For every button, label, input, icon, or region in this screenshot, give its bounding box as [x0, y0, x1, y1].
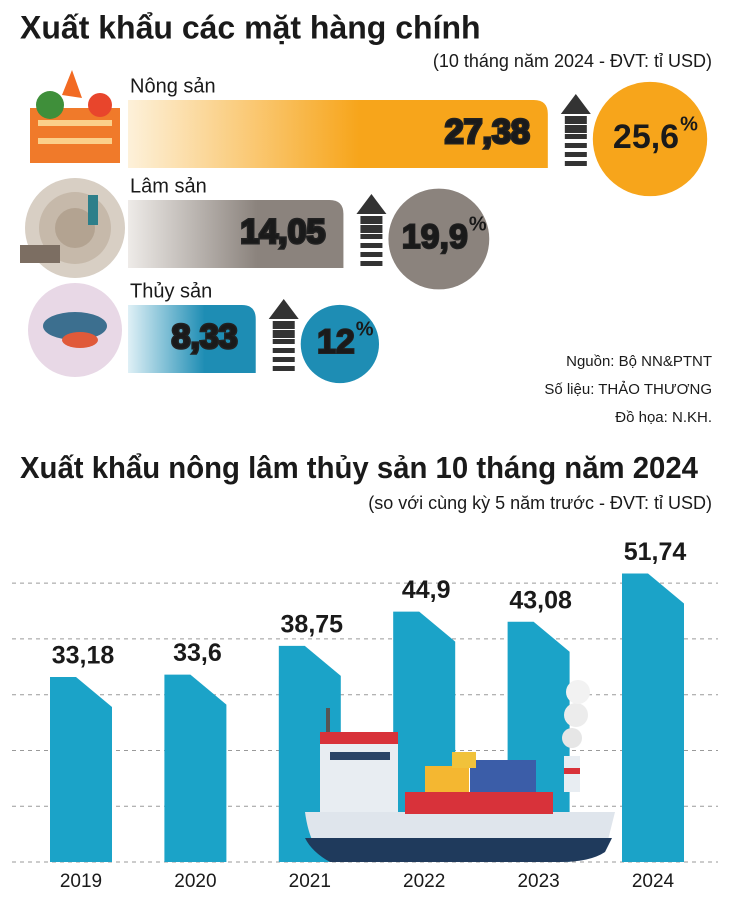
category-label: Nông sản — [130, 75, 216, 97]
bar — [164, 674, 227, 862]
arrow-stripe — [360, 225, 383, 233]
value-label: 33,18 — [52, 642, 115, 670]
title: Xuất khẩu các mặt hàng chính — [20, 9, 481, 45]
x-tick-label: 2023 — [517, 871, 559, 892]
value-label: 14,05 — [240, 213, 325, 251]
title: Xuất khẩu nông lâm thủy sản 10 tháng năm… — [20, 450, 699, 485]
bar — [128, 100, 548, 168]
arrow-stripe — [272, 339, 295, 344]
subtitle: (10 tháng năm 2024 - ĐVT: tỉ USD) — [433, 51, 712, 71]
arrow-stripe — [564, 134, 587, 139]
arrow — [268, 299, 299, 319]
growth-circle — [300, 304, 380, 384]
growth-label: 19,9 — [402, 218, 468, 256]
arrow-stripe — [360, 261, 383, 266]
value-label: 27,38 — [445, 113, 530, 151]
arrow-stripe — [564, 116, 587, 124]
value-label: 51,74 — [624, 538, 687, 566]
x-tick-label: 2021 — [289, 871, 331, 892]
source-note: Đồ họa: N.KH. — [615, 409, 712, 426]
value-label: 38,75 — [281, 611, 344, 639]
value-label: 44,9 — [402, 576, 451, 604]
x-tick-label: 2019 — [60, 871, 102, 892]
value-label: 8,33 — [172, 318, 238, 356]
arrow-stripe — [564, 152, 587, 157]
arrow-stripe — [272, 366, 295, 371]
bar — [622, 573, 684, 862]
arrow — [356, 194, 387, 214]
growth-unit: % — [356, 318, 374, 340]
arrow-stripe — [564, 161, 587, 166]
growth-label: 25,6 — [613, 118, 679, 156]
x-tick-label: 2022 — [403, 871, 445, 892]
arrow-stripe — [564, 125, 587, 133]
source-note: Nguồn: Bộ NN&PTNT — [566, 353, 712, 370]
source-note: Số liệu: THẢO THƯƠNG — [544, 381, 712, 398]
bar — [50, 676, 112, 862]
growth-circle — [388, 188, 490, 290]
subtitle: (so với cùng kỳ 5 năm trước - ĐVT: tỉ US… — [368, 493, 712, 513]
arrow-stripe — [272, 357, 295, 362]
category-label: Lâm sản — [130, 175, 207, 197]
growth-circle — [592, 81, 708, 197]
arrow-stripe — [564, 143, 587, 148]
growth-unit: % — [680, 113, 698, 135]
arrow-stripe — [360, 243, 383, 248]
arrow-stripe — [272, 330, 295, 338]
arrow-stripe — [360, 234, 383, 239]
bar — [128, 200, 344, 268]
x-tick-label: 2020 — [174, 871, 216, 892]
category-label: Thủy sản — [130, 280, 212, 302]
growth-label: 12 — [317, 323, 355, 361]
icons — [20, 70, 125, 377]
value-label: 43,08 — [509, 586, 572, 614]
arrow-stripe — [272, 348, 295, 353]
arrow-stripe — [360, 252, 383, 257]
arrow — [560, 94, 591, 114]
ship-illustration — [305, 680, 615, 862]
bar — [128, 305, 256, 373]
growth-unit: % — [469, 213, 487, 235]
x-tick-label: 2024 — [632, 871, 675, 892]
value-label: 33,6 — [173, 639, 222, 667]
arrow-stripe — [272, 321, 295, 329]
arrow-stripe — [360, 216, 383, 224]
